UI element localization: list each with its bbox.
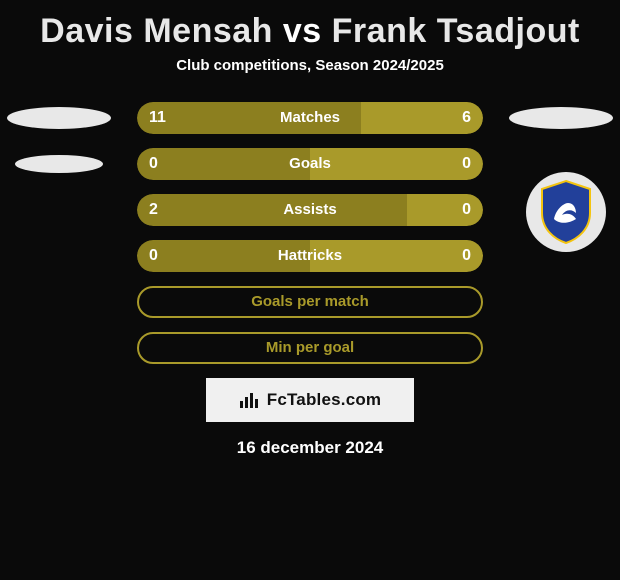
stat-bar: 00Goals bbox=[137, 148, 483, 180]
stats-container: 116Matches 00Goals 20Assists 00Hattricks Goa… bbox=[0, 102, 620, 364]
player1-oval bbox=[15, 155, 103, 173]
stat-label: Hattricks bbox=[137, 240, 483, 272]
player1-badge bbox=[4, 148, 114, 180]
player2-name: Frank Tsadjout bbox=[332, 12, 580, 50]
stat-label: Min per goal bbox=[139, 332, 481, 364]
stat-bar: Min per goal bbox=[137, 332, 483, 364]
stat-label: Goals per match bbox=[139, 286, 481, 318]
stat-bar: Goals per match bbox=[137, 286, 483, 318]
stat-row: Goals per match bbox=[0, 286, 620, 318]
stat-bar: 116Matches bbox=[137, 102, 483, 134]
stat-label: Goals bbox=[137, 148, 483, 180]
bars-icon bbox=[239, 391, 261, 409]
player2-oval bbox=[509, 107, 613, 129]
player1-oval bbox=[7, 107, 111, 129]
stat-row: 00Hattricks bbox=[0, 240, 620, 272]
stat-bar: 00Hattricks bbox=[137, 240, 483, 272]
brand-text: FcTables.com bbox=[267, 390, 382, 410]
footer-date: 16 december 2024 bbox=[0, 438, 620, 458]
stat-row: 116Matches bbox=[0, 102, 620, 134]
stat-row: 00Goals bbox=[0, 148, 620, 180]
subtitle: Club competitions, Season 2024/2025 bbox=[0, 57, 620, 74]
player1-name: Davis Mensah bbox=[40, 12, 273, 50]
player1-badge bbox=[4, 102, 114, 134]
title-vs: vs bbox=[273, 12, 332, 50]
player2-crest bbox=[526, 172, 606, 252]
stat-label: Matches bbox=[137, 102, 483, 134]
player2-badge bbox=[506, 102, 616, 134]
stat-label: Assists bbox=[137, 194, 483, 226]
stat-bar: 20Assists bbox=[137, 194, 483, 226]
page-title: Davis Mensah vs Frank Tsadjout bbox=[0, 0, 620, 57]
brand-badge: FcTables.com bbox=[206, 378, 414, 422]
shield-icon bbox=[536, 179, 596, 245]
stat-row: Min per goal bbox=[0, 332, 620, 364]
